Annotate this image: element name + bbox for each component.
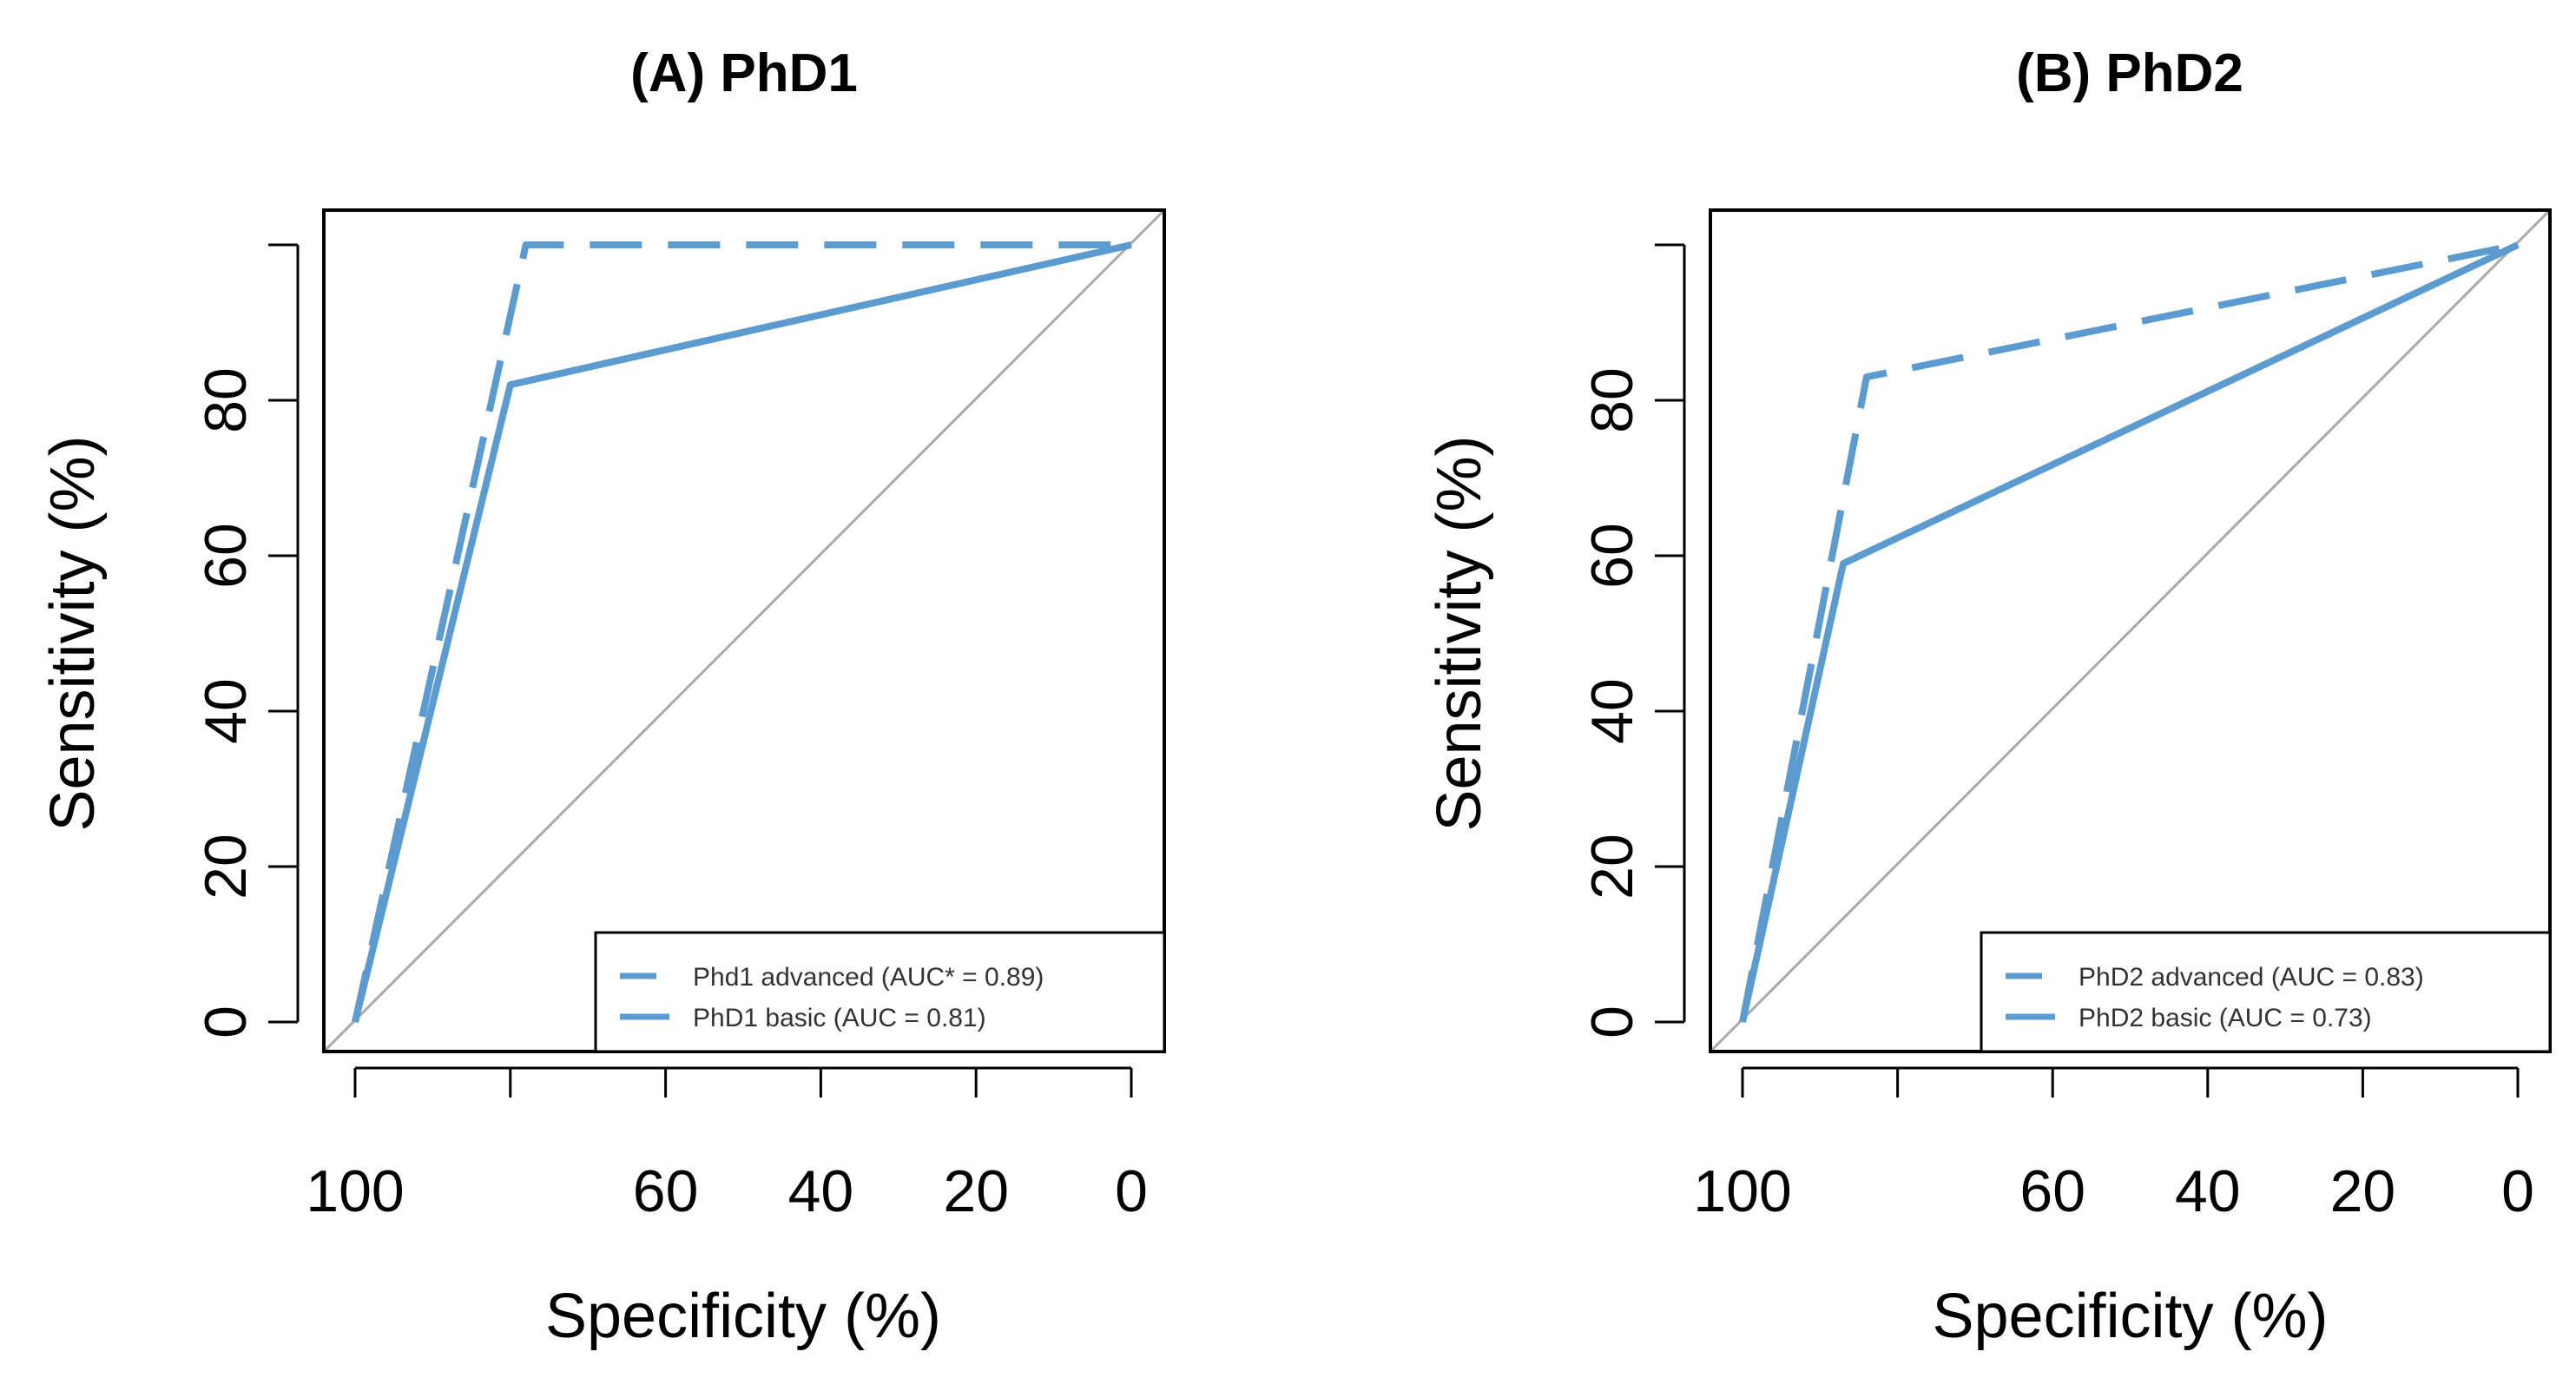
x-tick-label: 0	[1115, 1158, 1148, 1224]
y-tick-label: 20	[193, 834, 259, 900]
y-tick-label: 20	[1579, 834, 1645, 900]
x-axis-label: Specificity (%)	[545, 1282, 941, 1351]
y-tick-label: 80	[193, 367, 259, 433]
x-tick-label: 20	[2330, 1158, 2396, 1224]
x-axis-label: Specificity (%)	[1932, 1282, 2328, 1351]
series-line-advanced	[352, 241, 1131, 1023]
legend-label: PhD2 advanced (AUC = 0.83)	[2079, 963, 2424, 992]
legend: PhD2 advanced (AUC = 0.83) PhD2 basic (AU…	[1980, 931, 2552, 1053]
series-line-basic	[1739, 241, 2520, 1023]
y-axis-label: Sensitivity (%)	[1425, 435, 1494, 831]
x-tick-label: 60	[633, 1158, 699, 1224]
y-tick-label: 80	[1579, 367, 1645, 433]
y-tick-label: 0	[1579, 1005, 1645, 1038]
chart-title: (A) PhD1	[630, 43, 858, 103]
legend-label: Phd1 advanced (AUC* = 0.89)	[693, 963, 1044, 992]
roc-panel-a: (A) PhD1 100 60 40 20 0 Specificity (%) 0 20 40 60…	[38, 43, 1166, 1351]
x-tick-label: 60	[2019, 1158, 2085, 1224]
y-tick-label: 40	[193, 678, 259, 744]
x-tick-label: 20	[943, 1158, 1009, 1224]
x-tick-label: 0	[2501, 1158, 2534, 1224]
roc-panel-b: (B) PhD2 100 60 40 20 0 Specificity (%) 0 20 40 60…	[1425, 43, 2552, 1351]
legend: Phd1 advanced (AUC* = 0.89) PhD1 basic (A…	[594, 931, 1166, 1053]
y-tick-label: 40	[1579, 678, 1645, 744]
x-tick-label: 40	[788, 1158, 854, 1224]
legend-box	[1980, 931, 2552, 1053]
chart-title: (B) PhD2	[2016, 43, 2243, 103]
legend-label: PhD2 basic (AUC = 0.73)	[2079, 1004, 2372, 1032]
y-axis-label: Sensitivity (%)	[38, 435, 108, 831]
x-tick-label: 40	[2175, 1158, 2241, 1224]
reference-diagonal	[322, 208, 1166, 1053]
y-tick-label: 0	[193, 1005, 259, 1038]
y-tick-label: 60	[193, 523, 259, 589]
series-line-advanced	[1739, 241, 2519, 1023]
x-tick-label: 100	[1693, 1158, 1791, 1224]
series-line-basic	[352, 241, 1132, 1023]
legend-box	[594, 931, 1166, 1053]
x-tick-label: 100	[306, 1158, 404, 1224]
y-tick-label: 60	[1579, 523, 1645, 589]
reference-diagonal	[1709, 208, 2552, 1053]
legend-label: PhD1 basic (AUC = 0.81)	[693, 1004, 986, 1032]
